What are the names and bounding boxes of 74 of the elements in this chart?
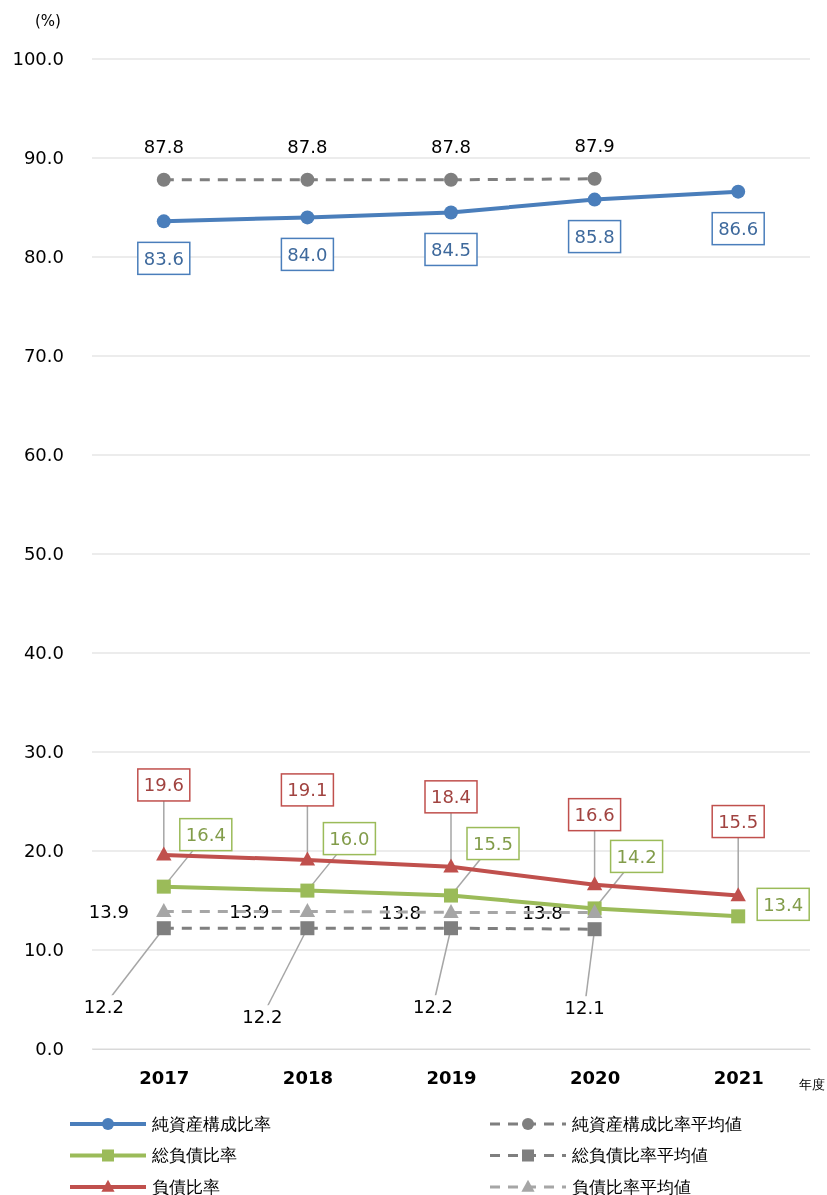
data-label: 84.5	[430, 238, 472, 260]
x-tick-label: 2021	[713, 1066, 764, 1088]
data-label: 19.6	[143, 774, 184, 796]
data-label: 13.9	[229, 900, 270, 922]
y-tick-label: 70.0	[23, 345, 64, 367]
data-label: 12.2	[242, 1005, 283, 1027]
x-tick-label: 2017	[139, 1066, 190, 1088]
point	[444, 888, 458, 903]
point	[444, 921, 458, 936]
data-label: 84.0	[287, 243, 328, 265]
data-label: 86.6	[718, 217, 759, 239]
data-label: 16.6	[574, 803, 615, 825]
y-tick-label: 10.0	[23, 939, 64, 961]
y-axis-title: (%)	[35, 12, 61, 30]
point	[156, 172, 171, 187]
point	[299, 902, 316, 917]
point	[731, 184, 746, 199]
data-label: 15.5	[718, 810, 759, 832]
point	[156, 902, 172, 917]
y-tick-label: 90.0	[23, 147, 64, 169]
point	[300, 921, 315, 936]
y-tick-label: 50.0	[23, 543, 64, 565]
legend-label: 純資産構成比率平均値	[572, 1113, 742, 1134]
legend-label: 負債比率平均値	[572, 1176, 691, 1195]
data-label: 19.1	[287, 779, 328, 801]
point	[300, 210, 315, 225]
y-tick-label: 20.0	[23, 840, 64, 862]
x-tick-label: 2018	[282, 1066, 333, 1088]
point	[156, 214, 171, 229]
legend-label: 負債比率	[152, 1176, 220, 1195]
data-label: 83.6	[143, 247, 184, 269]
point	[587, 192, 602, 207]
legend-label: 総負債比率平均値	[571, 1145, 708, 1166]
data-label: 16.4	[185, 823, 226, 845]
data-label: 15.5	[472, 832, 514, 854]
data-label: 85.8	[574, 225, 615, 247]
data-label: 12.2	[83, 995, 124, 1017]
x-tick-label: 2019	[426, 1066, 477, 1088]
point	[444, 172, 458, 187]
data-label: 16.0	[329, 827, 370, 849]
data-label: 87.8	[287, 136, 328, 158]
y-tick-label: 30.0	[23, 741, 64, 763]
data-label: 13.9	[88, 900, 129, 922]
point	[444, 205, 458, 220]
point	[156, 921, 171, 936]
data-label: 87.8	[430, 136, 472, 158]
data-label: 12.2	[412, 995, 454, 1017]
point	[443, 903, 459, 918]
data-label: 13.4	[763, 893, 804, 915]
point	[156, 846, 172, 861]
point	[300, 883, 315, 898]
y-tick-label: 60.0	[23, 444, 64, 466]
point	[299, 851, 316, 866]
x-tick-label: 2020	[570, 1066, 621, 1088]
point	[587, 922, 602, 937]
point	[730, 887, 746, 902]
legend-label: 純資産構成比率	[152, 1113, 271, 1134]
data-label: 87.8	[143, 136, 184, 158]
point	[586, 876, 603, 891]
data-label: 18.4	[430, 786, 472, 808]
y-tick-label: 40.0	[23, 642, 64, 664]
legend-label: 総負債比率	[151, 1145, 237, 1166]
x-axis-title: 年度	[799, 1077, 825, 1092]
point	[587, 171, 602, 186]
point	[300, 172, 315, 187]
data-label: 14.2	[616, 845, 657, 867]
point	[156, 879, 171, 894]
point	[443, 858, 459, 873]
y-tick-label: 80.0	[23, 246, 64, 268]
point	[731, 909, 746, 924]
data-label: 87.9	[574, 135, 615, 157]
y-tick-label: 100.0	[12, 48, 64, 70]
y-tick-label: 0.0	[35, 1038, 64, 1060]
data-label: 12.1	[564, 996, 605, 1018]
